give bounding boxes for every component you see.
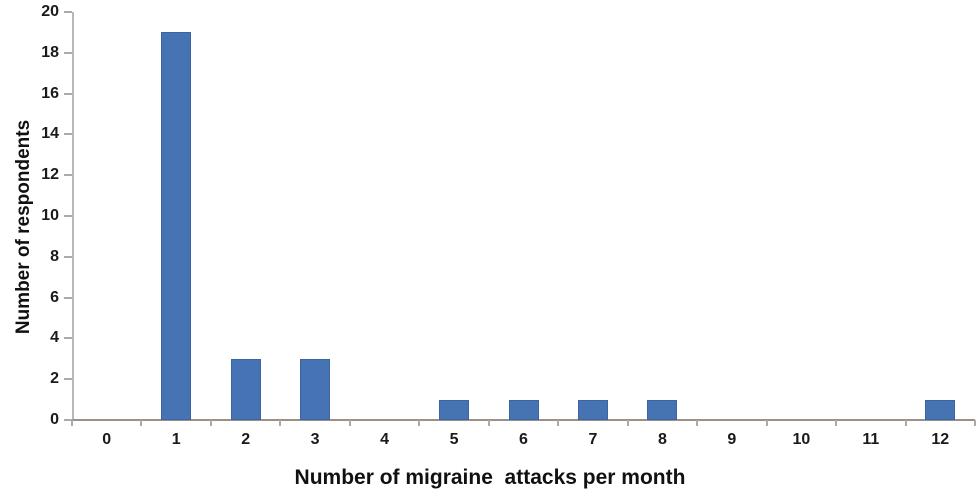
x-tick-label: 3 <box>310 431 320 448</box>
bar <box>161 32 192 420</box>
x-tick-label: 9 <box>727 431 737 448</box>
x-tick-mark <box>279 420 282 426</box>
y-tick-label: 6 <box>50 288 59 306</box>
y-tick-mark <box>64 92 72 95</box>
x-tick-label: 7 <box>588 431 598 448</box>
y-tick-label: 8 <box>50 247 59 265</box>
x-tick-mark <box>71 420 73 426</box>
y-tick-label: 16 <box>41 84 59 102</box>
y-tick-mark <box>64 215 72 217</box>
x-tick-label: 2 <box>241 431 251 448</box>
x-tick-mark <box>418 420 421 426</box>
bar <box>647 399 678 420</box>
y-tick-label: 12 <box>41 166 59 184</box>
x-tick-mark <box>835 420 838 426</box>
y-tick-label: 0 <box>50 411 59 428</box>
y-tick-mark <box>64 133 72 136</box>
bar <box>577 399 608 420</box>
y-tick-mark <box>64 378 72 381</box>
y-tick-mark <box>64 337 72 340</box>
y-axis-line <box>72 12 74 420</box>
y-tick-mark <box>64 51 72 54</box>
y-tick-mark <box>64 11 72 13</box>
x-tick-mark <box>904 420 907 426</box>
x-axis-line <box>72 419 975 421</box>
x-tick-label: 1 <box>171 431 181 448</box>
x-tick-mark <box>974 420 976 426</box>
x-tick-label: 12 <box>931 431 950 448</box>
x-tick-mark <box>557 420 560 426</box>
y-tick-mark <box>64 255 72 258</box>
y-tick-mark <box>64 419 72 421</box>
plot-area: 0 2 4 6 8 10 12 14 16 18 20 0 1 2 3 4 5 6 7 8 9 10 11 12 <box>41 4 976 448</box>
x-tick-label: 11 <box>862 431 880 448</box>
x-tick-mark <box>487 420 490 426</box>
y-tick-mark <box>64 174 72 177</box>
x-tick-label: 0 <box>102 431 112 448</box>
x-tick-mark <box>696 420 699 426</box>
y-tick-mark <box>64 296 72 299</box>
x-tick-mark <box>348 420 351 426</box>
x-tick-mark <box>765 420 768 426</box>
bar <box>439 399 470 420</box>
y-tick-label: 2 <box>50 370 59 388</box>
bar <box>508 399 539 420</box>
bar <box>300 358 331 420</box>
x-tick-mark <box>209 420 212 426</box>
x-tick-label: 10 <box>792 431 811 448</box>
y-tick-label: 18 <box>41 43 59 61</box>
x-tick-mark <box>140 420 143 426</box>
bar <box>925 399 956 420</box>
y-axis-title: Number of respondents <box>13 119 34 335</box>
x-tick-label: 5 <box>449 431 459 448</box>
y-tick-label: 20 <box>41 3 59 20</box>
x-tick-mark <box>626 420 629 426</box>
y-tick-label: 4 <box>50 329 59 347</box>
x-tick-label: 6 <box>519 431 528 448</box>
y-tick-label: 14 <box>41 125 59 143</box>
x-axis-title: Number of migraine attacks per month <box>294 466 686 489</box>
x-tick-label: 8 <box>657 431 667 448</box>
x-tick-label: 4 <box>380 431 390 448</box>
bar <box>230 358 261 420</box>
y-tick-label: 10 <box>41 207 59 224</box>
